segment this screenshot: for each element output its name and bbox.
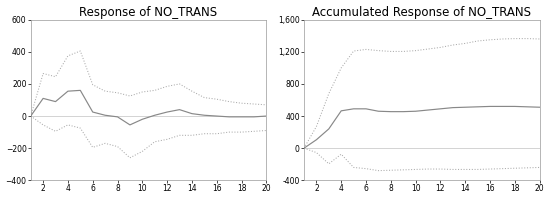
Title: Accumulated Response of NO_TRANS: Accumulated Response of NO_TRANS	[312, 6, 531, 19]
Title: Response of NO_TRANS: Response of NO_TRANS	[79, 6, 218, 19]
